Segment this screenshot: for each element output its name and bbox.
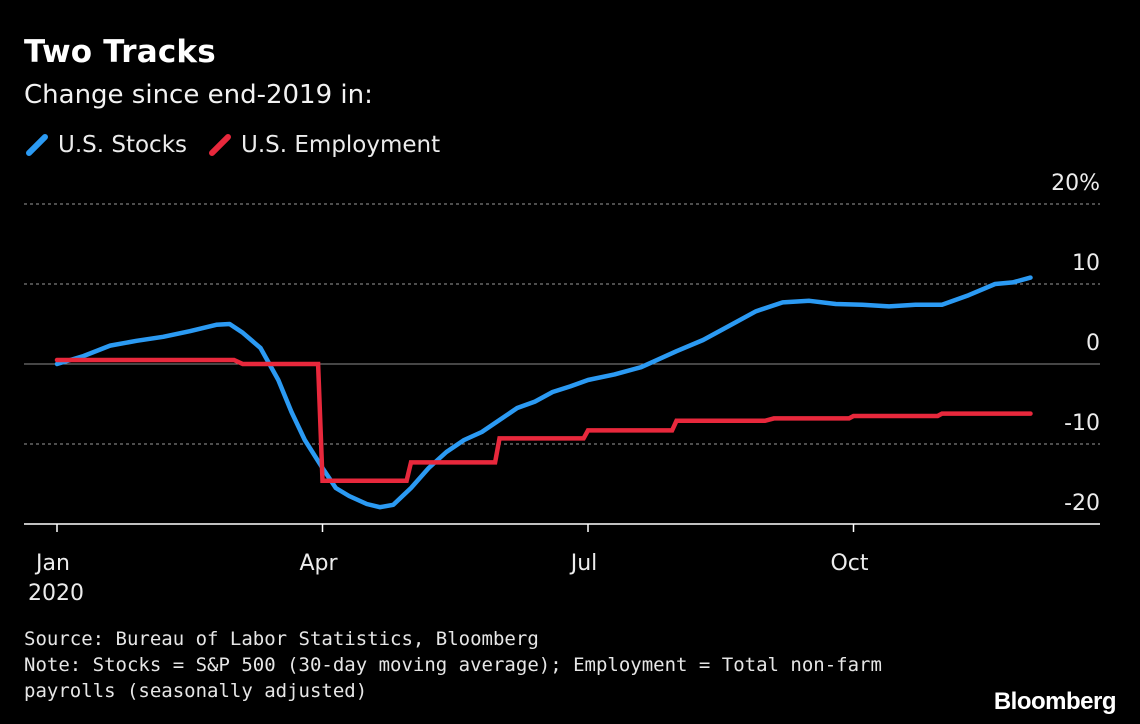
series-line-employment <box>54 357 1033 484</box>
y-tick-label-1: 10 <box>1072 251 1100 276</box>
x-tick-label-0: Jan <box>34 551 70 576</box>
chart-subtitle: Change since end-2019 in: <box>24 80 373 110</box>
bloomberg-logo: Bloomberg <box>993 688 1117 715</box>
x-tick-label-2: Jul <box>569 551 598 576</box>
x-tick-label-3: Oct <box>830 551 868 576</box>
legend: U.S. Stocks U.S. Employment <box>24 132 460 158</box>
y-tick-label-2: 0 <box>1086 331 1100 356</box>
y-tick-label-3: -10 <box>1064 411 1100 436</box>
legend-label-employment: U.S. Employment <box>241 132 441 158</box>
x-tick-label-1: Apr <box>299 551 338 576</box>
y-tick-label-4: -20 <box>1064 491 1100 516</box>
legend-label-stocks: U.S. Stocks <box>58 132 188 158</box>
legend-swatch-line-employment <box>209 134 232 156</box>
method-note-line2: payrolls (seasonally adjusted) <box>24 680 368 702</box>
chart-footer: Source: Bureau of Labor Statistics, Bloo… <box>24 626 984 704</box>
legend-item-stocks: U.S. Stocks <box>24 132 187 158</box>
legend-swatch-line-stocks <box>26 134 48 156</box>
legend-swatch-stocks <box>26 134 48 156</box>
legend-swatch-employment <box>209 134 232 156</box>
source-note: Source: Bureau of Labor Statistics, Bloo… <box>24 628 539 650</box>
legend-item-employment: U.S. Employment <box>207 132 440 158</box>
x-tick-sublabel-0: 2020 <box>28 581 84 606</box>
y-tick-label-0: 20% <box>1051 171 1100 196</box>
chart-title: Two Tracks <box>24 34 216 70</box>
series-line-stocks <box>54 275 1033 510</box>
method-note-line1: Note: Stocks = S&P 500 (30-day moving av… <box>24 654 882 676</box>
